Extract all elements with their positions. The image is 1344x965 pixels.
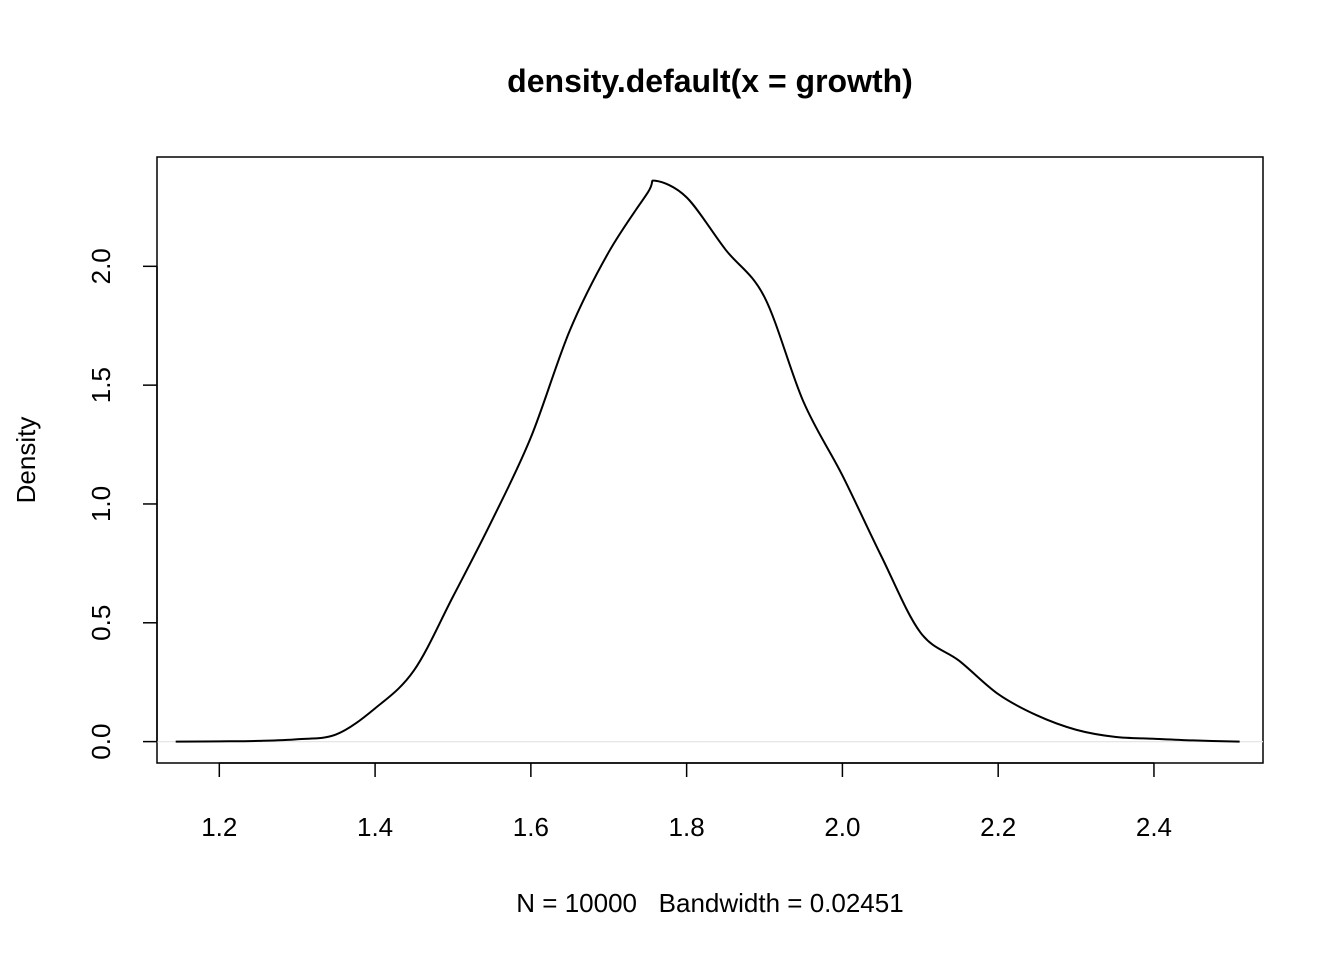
y-tick-label: 0.5: [86, 605, 116, 641]
y-axis-label: Density: [11, 417, 41, 504]
x-tick-label: 1.4: [357, 812, 393, 842]
x-tick-label: 2.4: [1136, 812, 1172, 842]
x-tick-label: 1.8: [669, 812, 705, 842]
x-tick-label: 1.6: [513, 812, 549, 842]
x-tick-label: 1.2: [201, 812, 237, 842]
y-tick-label: 2.0: [86, 248, 116, 284]
x-axis-label: N = 10000 Bandwidth = 0.02451: [516, 888, 903, 918]
x-tick-label: 2.2: [980, 812, 1016, 842]
plot-frame: [156, 156, 1264, 764]
chart-title: density.default(x = growth): [507, 63, 913, 99]
y-axis: 0.0 0.5 1.0 1.5 2.0: [86, 248, 158, 760]
y-tick-label: 0.0: [86, 724, 116, 760]
y-tick-label: 1.0: [86, 486, 116, 522]
x-axis: 1.2 1.4 1.6 1.8 2.0 2.2 2.4: [201, 762, 1172, 842]
x-tick-label: 2.0: [824, 812, 860, 842]
y-tick-label: 1.5: [86, 367, 116, 403]
density-curve: [175, 179, 1240, 743]
